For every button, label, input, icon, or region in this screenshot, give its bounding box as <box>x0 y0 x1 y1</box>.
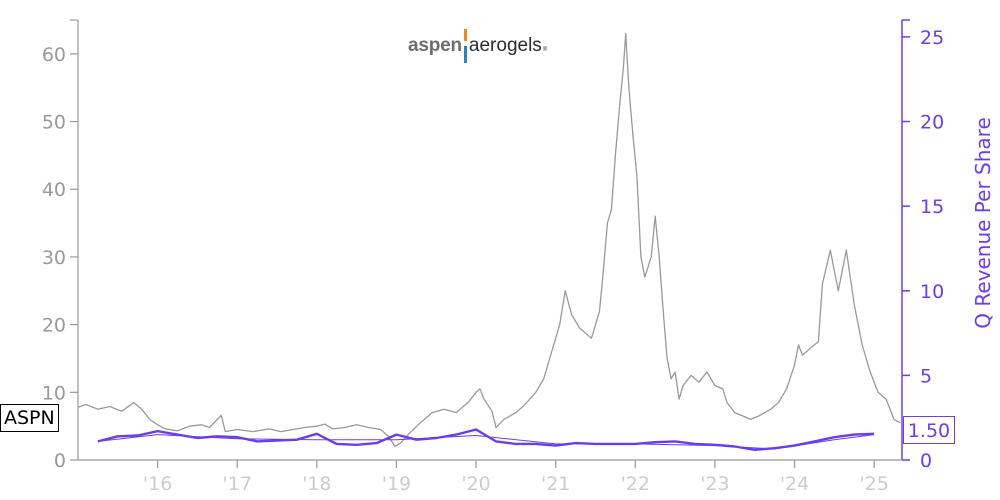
right-tick-label: 10 <box>920 281 944 303</box>
right-tick-label: 0 <box>920 450 932 472</box>
bottom-tick-label: '20 <box>461 473 490 495</box>
logo-registered-mark: ® <box>542 47 548 53</box>
right-axis: 0 5 10 15 20 25 <box>901 19 944 472</box>
right-axis-label: Q Revenue Per Share <box>971 117 995 329</box>
revenue-line <box>97 428 875 451</box>
aspen-aerogels-logo: aspen aerogels ® <box>408 26 547 66</box>
last-value-label: 1.50 <box>903 416 955 444</box>
bottom-tick-label: '23 <box>700 473 729 495</box>
series-layer <box>77 32 901 451</box>
left-tick-label: 50 <box>42 112 66 134</box>
bottom-tick-label: '21 <box>541 473 570 495</box>
left-axis: 0 10 20 30 40 50 60 <box>42 19 79 472</box>
logo-part1: aspen <box>408 35 462 56</box>
left-tick-label: 10 <box>42 382 66 404</box>
bottom-tick-label: '25 <box>859 473 888 495</box>
price-line <box>77 32 901 448</box>
bottom-tick-label: '16 <box>143 473 172 495</box>
logo-bar-icon <box>463 29 467 63</box>
right-tick-label: 5 <box>920 365 932 387</box>
bottom-tick-label: '22 <box>621 473 650 495</box>
left-tick-label: 60 <box>42 44 66 66</box>
left-tick-label: 0 <box>54 450 66 472</box>
bottom-tick-label: '24 <box>780 473 809 495</box>
left-tick-label: 40 <box>42 179 66 201</box>
bottom-tick-label: '19 <box>382 473 411 495</box>
bottom-tick-label: '17 <box>223 473 252 495</box>
right-tick-label: 15 <box>920 196 944 218</box>
right-tick-label: 25 <box>920 27 944 49</box>
right-tick-label: 20 <box>920 112 944 134</box>
bottom-axis: '16 '17 '18 '19 '20 '21 '22 '23 '24 '25 <box>78 459 902 495</box>
revenue-trend-line <box>97 434 875 450</box>
logo-part2: aerogels <box>468 35 542 56</box>
left-tick-label: 30 <box>42 247 66 269</box>
left-tick-label: 20 <box>42 315 66 337</box>
bottom-tick-label: '18 <box>302 473 331 495</box>
ticker-label: ASPN <box>0 404 59 432</box>
